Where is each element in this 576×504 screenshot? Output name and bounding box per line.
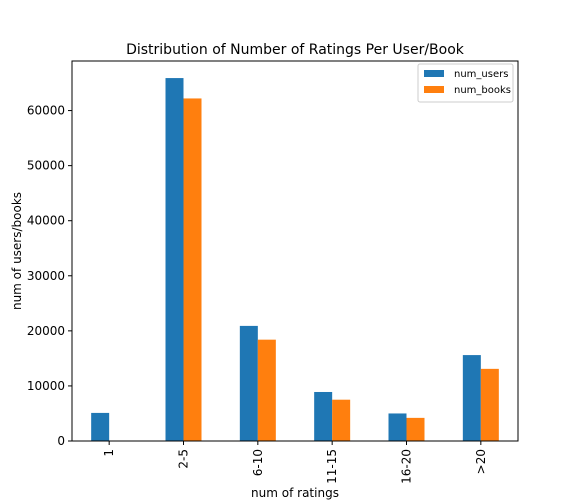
y-tick-label: 40000: [27, 214, 65, 228]
x-axis-label: num of ratings: [251, 486, 339, 500]
bar-group: [91, 78, 499, 442]
plot-frame: [71, 60, 519, 442]
x-tick-label: 2-5: [177, 449, 191, 469]
bar-num_users-5: [462, 355, 481, 441]
y-axis-ticks: 0 10000 20000 30000 40000 50000 60000: [27, 104, 72, 448]
bar-num_users-4: [388, 413, 407, 441]
x-tick-label: 6-10: [251, 449, 265, 476]
bar-num_books-5: [480, 368, 499, 441]
y-tick-label: 20000: [27, 324, 65, 338]
y-tick-label: 30000: [27, 269, 65, 283]
bar-num_users-1: [165, 78, 184, 442]
bar-num_books-4: [406, 417, 425, 441]
x-tick-label: 16-20: [400, 449, 414, 484]
x-tick-label: 1: [102, 449, 116, 457]
chart-title: Distribution of Number of Ratings Per Us…: [126, 42, 465, 58]
bar-num_users-3: [314, 391, 333, 441]
legend-swatch-num_books: [424, 86, 444, 93]
bar-num_books-2: [257, 339, 276, 441]
bar-num_users-0: [91, 412, 110, 441]
legend-swatch-num_users: [424, 70, 444, 77]
x-tick-label: 11-15: [325, 449, 339, 484]
y-tick-label: 60000: [27, 104, 65, 118]
y-tick-label: 50000: [27, 159, 65, 173]
bar-num_users-2: [239, 325, 258, 441]
bar-num_books-1: [183, 98, 202, 441]
y-tick-label: 10000: [27, 379, 65, 393]
legend-label-num_books: num_books: [454, 85, 511, 96]
x-tick-label: >20: [474, 449, 488, 474]
legend: num_users num_books: [417, 63, 514, 103]
y-tick-label: 0: [57, 434, 65, 448]
bar-num_books-3: [332, 399, 351, 441]
x-axis-ticks: 1 2-5 6-10 11-15 16-20 >20: [102, 441, 488, 484]
legend-label-num_users: num_users: [454, 69, 508, 80]
y-axis-label: num of users/books: [10, 192, 24, 310]
